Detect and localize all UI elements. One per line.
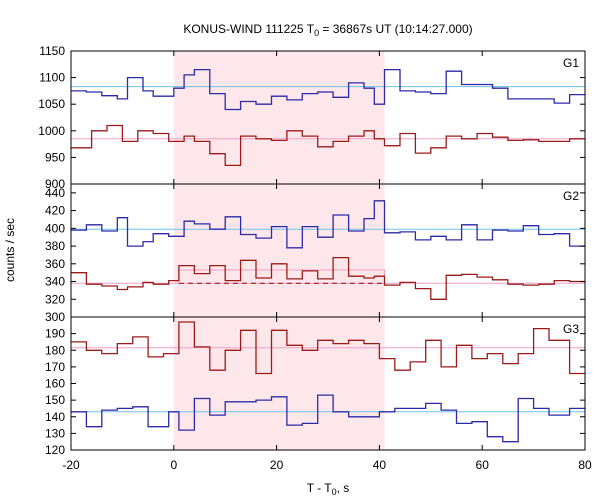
x-tick-label: 80 — [578, 458, 592, 472]
g1-y-tick-label: 900 — [45, 177, 65, 191]
chart-title-main: KONUS-WIND 111225 T — [183, 22, 314, 36]
x-tick-label: 0 — [170, 458, 177, 472]
g3-blue-series-line — [71, 394, 585, 443]
g3-y-tick-label: 170 — [45, 360, 65, 374]
g3-y-tick-label: 150 — [45, 393, 65, 407]
g2-y-tick-label: 420 — [45, 204, 65, 218]
g2-y-tick-label: 400 — [45, 221, 65, 235]
chart-title-rest: = 36867s UT (10:14:27.000) — [319, 22, 473, 36]
g3-red-series-line — [71, 321, 585, 375]
g2-y-tick-label: 360 — [45, 257, 65, 271]
y-axis-title: counts / sec — [3, 218, 17, 282]
g2-y-tick-label: 340 — [45, 275, 65, 289]
g1-y-tick-label: 1050 — [38, 97, 65, 111]
g2-blue-series-line — [71, 200, 585, 249]
g1-blue-series-line — [71, 68, 585, 111]
g2-red-series-line — [71, 256, 585, 300]
g1-y-tick-label: 1150 — [39, 44, 65, 58]
x-axis-title-subscript: 0 — [332, 487, 337, 497]
g3-y-tick-label: 160 — [45, 377, 65, 391]
g2-y-tick-label: 320 — [45, 292, 65, 306]
g2-panel-label: G2 — [563, 189, 579, 203]
g3-panel-label: G3 — [563, 322, 579, 336]
g3-panel-frame — [70, 316, 586, 451]
g2-y-tick-label: 300 — [45, 310, 65, 324]
g1-red-series-line — [71, 124, 585, 167]
g2-y-tick-label: 440 — [45, 186, 65, 200]
g3-y-tick-label: 120 — [45, 443, 65, 457]
x-axis-title-main: T - T — [307, 481, 333, 495]
g1-y-tick-label: 950 — [45, 150, 65, 164]
g1-panel-label: G1 — [563, 56, 579, 70]
g3-y-tick-label: 180 — [45, 343, 65, 357]
g3-y-tick-label: 190 — [45, 327, 65, 341]
x-axis-title-rest: , s — [337, 481, 350, 495]
shaded-interval — [173, 51, 385, 450]
x-tick-label: 60 — [476, 458, 490, 472]
x-tick-label: 40 — [373, 458, 387, 472]
chart-title: KONUS-WIND 111225 T0 = 36867s UT (10:14:… — [183, 22, 472, 38]
g3-y-tick-label: 130 — [45, 426, 65, 440]
g1-y-tick-label: 1100 — [39, 71, 65, 85]
g3-y-tick-label: 140 — [45, 410, 65, 424]
chart-title-subscript: 0 — [314, 28, 319, 38]
x-tick-label: 20 — [270, 458, 284, 472]
plot-area: 900 950 1000 1050 1100 1150 G1 300 320 340 360 380 4… — [38, 44, 592, 472]
x-axis-title: T - T0, s — [307, 481, 350, 497]
x-tick-label: -20 — [62, 458, 80, 472]
g2-y-tick-label: 380 — [45, 239, 65, 253]
g1-y-tick-label: 1000 — [38, 124, 65, 138]
